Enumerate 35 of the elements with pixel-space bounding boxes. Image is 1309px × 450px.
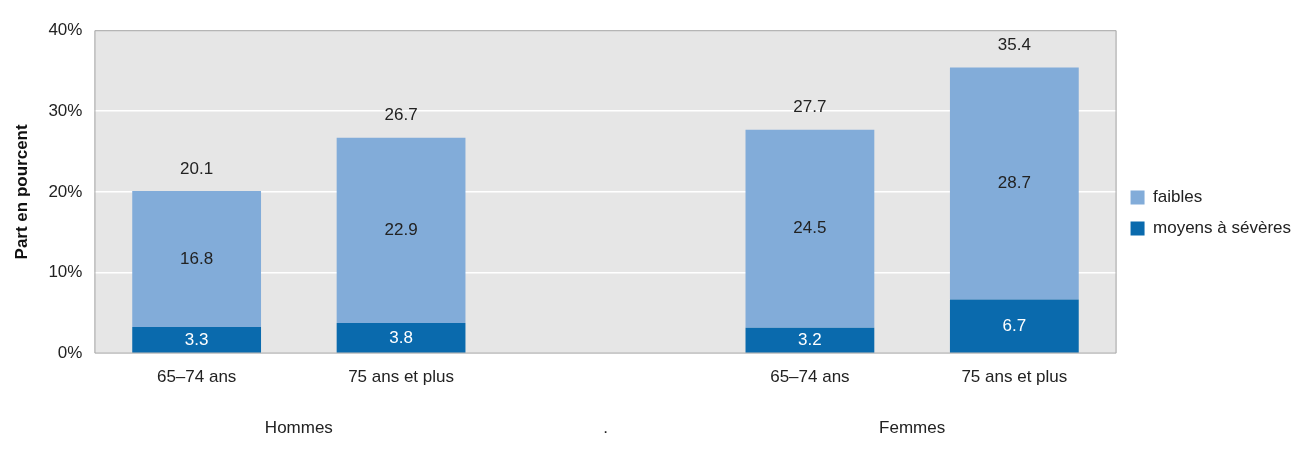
y-axis-title: Part en pourcent <box>11 124 31 260</box>
legend-label: faibles <box>1153 187 1203 207</box>
x-tick-label: 75 ans et plus <box>961 367 1068 387</box>
data-label: 16.8 <box>180 248 214 268</box>
data-label: 24.5 <box>793 218 827 238</box>
data-label: 3.2 <box>798 329 822 349</box>
bar <box>132 326 262 353</box>
x-tick-label: 65–74 ans <box>770 367 850 387</box>
total-label: 27.7 <box>793 97 827 117</box>
bar <box>336 322 466 353</box>
y-tick-label: 40% <box>48 19 83 39</box>
x-tick-label: 65–74 ans <box>156 367 237 387</box>
y-tick-label: 10% <box>48 262 83 282</box>
total-label: 35.4 <box>997 35 1031 55</box>
bar <box>745 129 875 328</box>
total-label: 20.1 <box>180 158 214 178</box>
data-label: 6.7 <box>1002 315 1027 335</box>
y-tick-label: 0% <box>57 343 83 363</box>
total-label: 26.7 <box>384 105 418 125</box>
bar <box>336 137 466 323</box>
text: Hommes <box>264 418 333 438</box>
legend-label: moyens à sévères <box>1153 218 1291 238</box>
data-label: 3.8 <box>389 327 413 347</box>
data-label: 3.3 <box>184 329 209 349</box>
y-tick-label: 30% <box>48 100 83 120</box>
bar <box>132 191 262 327</box>
data-label: 22.9 <box>384 219 418 239</box>
y-tick-label: 20% <box>48 181 83 201</box>
text: Femmes <box>879 418 946 438</box>
text: . <box>603 418 608 438</box>
data-label: 28.7 <box>997 173 1031 193</box>
bar <box>745 327 875 353</box>
x-tick-label: 75 ans et plus <box>348 367 454 387</box>
bar <box>949 67 1079 300</box>
bar <box>949 299 1079 353</box>
